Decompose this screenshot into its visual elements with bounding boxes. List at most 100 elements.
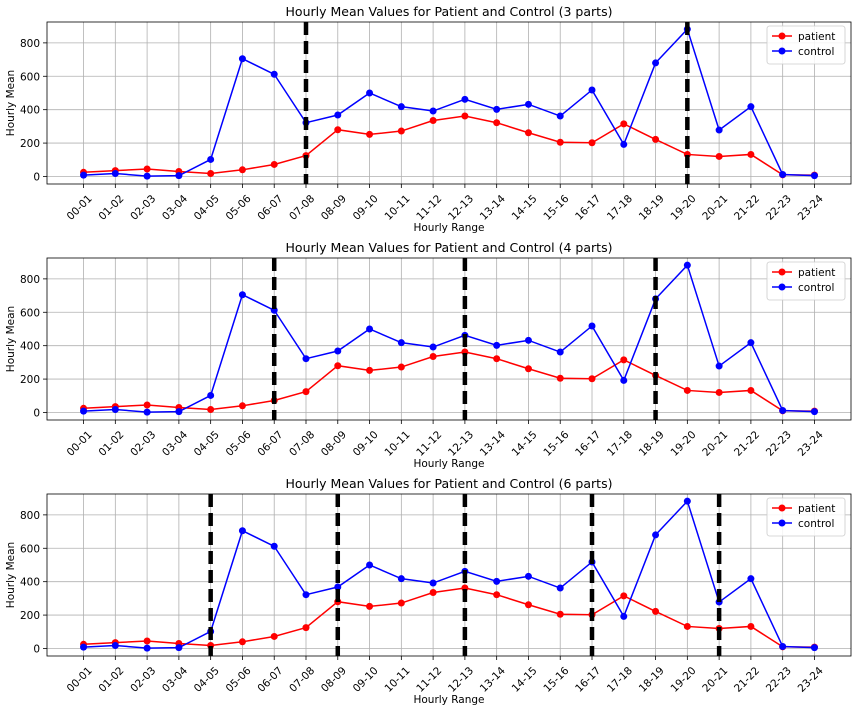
data-point-patient — [747, 386, 755, 394]
y-tick-label: 200 — [20, 138, 40, 150]
data-point-control — [334, 583, 342, 591]
legend-label-patient: patient — [798, 31, 835, 43]
x-tick-label: 23-24 — [796, 193, 826, 223]
x-tick-label: 20-21 — [700, 193, 730, 223]
x-tick-label: 13-14 — [478, 429, 508, 459]
x-tick-label: 23-24 — [796, 429, 826, 459]
legend-marker-control — [778, 519, 786, 527]
x-tick-label: 02-03 — [128, 665, 158, 695]
data-point-control — [80, 171, 88, 179]
data-point-patient — [461, 112, 469, 120]
x-tick-label: 15-16 — [541, 429, 571, 459]
y-tick-label: 400 — [20, 577, 40, 589]
legend-marker-patient — [778, 504, 786, 512]
data-point-patient — [620, 356, 628, 364]
x-tick-label: 00-01 — [65, 193, 95, 223]
y-tick-label: 800 — [20, 510, 40, 522]
x-tick-label: 18-19 — [637, 429, 667, 459]
x-tick-label: 07-08 — [287, 665, 317, 695]
data-point-control — [238, 527, 246, 535]
x-tick-label: 08-09 — [319, 429, 349, 459]
data-point-control — [397, 103, 405, 111]
data-point-control — [270, 70, 278, 78]
data-point-control — [620, 612, 628, 620]
y-axis-label: Hourly Mean — [5, 542, 17, 608]
data-point-patient — [556, 374, 564, 382]
x-tick-label: 19-20 — [668, 665, 698, 695]
data-point-control — [302, 355, 310, 363]
data-point-control — [302, 591, 310, 599]
x-tick-label: 00-01 — [65, 429, 95, 459]
data-point-control — [556, 584, 564, 592]
data-point-patient — [302, 388, 310, 396]
data-point-control — [683, 497, 691, 505]
chart-title: Hourly Mean Values for Patient and Contr… — [286, 240, 613, 255]
x-tick-label: 18-19 — [637, 193, 667, 223]
data-point-control — [715, 362, 723, 370]
x-tick-label: 03-04 — [160, 429, 190, 459]
x-axis-label: Hourly Range — [413, 458, 484, 470]
x-tick-label: 19-20 — [668, 429, 698, 459]
data-point-patient — [556, 138, 564, 146]
data-point-patient — [524, 129, 532, 137]
data-point-patient — [334, 362, 342, 370]
chart-panel: 0 200 400 600 800 00-01 01-02 02-03 03-04 04-05 05… — [5, 4, 852, 234]
x-tick-label: 05-06 — [224, 665, 254, 695]
x-tick-label: 04-05 — [192, 665, 222, 695]
data-point-control — [429, 107, 437, 115]
legend-marker-control — [778, 47, 786, 55]
data-point-patient — [366, 602, 374, 610]
data-point-control — [80, 643, 88, 651]
data-point-patient — [588, 139, 596, 147]
data-point-control — [810, 408, 818, 416]
data-point-control — [715, 126, 723, 134]
x-tick-label: 06-07 — [255, 665, 285, 695]
data-point-control — [810, 644, 818, 652]
data-point-patient — [397, 363, 405, 371]
data-point-control — [429, 343, 437, 351]
data-point-patient — [715, 152, 723, 160]
data-point-control — [779, 406, 787, 414]
data-point-control — [80, 407, 88, 415]
data-point-patient — [429, 353, 437, 361]
data-point-control — [620, 140, 628, 148]
data-point-control — [556, 348, 564, 356]
x-tick-label: 17-18 — [605, 665, 635, 695]
x-tick-label: 04-05 — [192, 193, 222, 223]
y-tick-label: 800 — [20, 274, 40, 286]
series-line-patient — [83, 351, 815, 412]
x-tick-label: 02-03 — [128, 429, 158, 459]
x-tick-label: 11-12 — [414, 665, 444, 695]
data-point-control — [238, 291, 246, 299]
data-point-control — [334, 111, 342, 119]
data-point-control — [524, 100, 532, 108]
x-tick-label: 16-17 — [573, 665, 603, 695]
series-line-control — [83, 499, 815, 649]
data-point-patient — [493, 355, 501, 363]
axes-frame — [46, 21, 852, 185]
x-tick-label: 05-06 — [224, 193, 254, 223]
x-tick-label: 03-04 — [160, 193, 190, 223]
x-tick-label: 10-11 — [382, 665, 412, 695]
data-point-control — [588, 322, 596, 330]
chart-title: Hourly Mean Values for Patient and Contr… — [286, 476, 613, 491]
legend-label-control: control — [798, 282, 834, 294]
x-tick-label: 16-17 — [573, 429, 603, 459]
data-point-control — [143, 172, 151, 180]
data-point-patient — [366, 366, 374, 374]
data-point-patient — [238, 402, 246, 410]
x-tick-label: 12-13 — [446, 429, 476, 459]
legend-label-patient: patient — [798, 503, 835, 515]
data-point-control — [747, 575, 755, 583]
axes-frame — [46, 493, 852, 657]
legend-label-control: control — [798, 518, 834, 530]
data-point-control — [143, 644, 151, 652]
data-point-control — [366, 561, 374, 569]
data-point-patient — [270, 160, 278, 168]
x-tick-label: 21-22 — [732, 665, 762, 695]
data-point-patient — [143, 165, 151, 173]
x-tick-label: 22-23 — [764, 193, 794, 223]
data-point-patient — [620, 120, 628, 128]
x-tick-label: 22-23 — [764, 665, 794, 695]
y-tick-label: 400 — [20, 105, 40, 117]
